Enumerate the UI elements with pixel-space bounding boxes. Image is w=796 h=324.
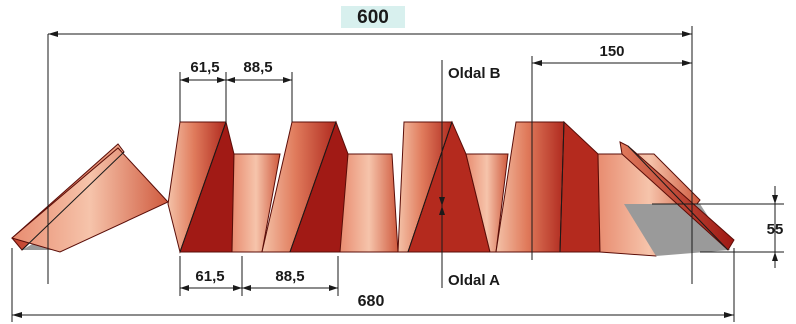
dim-150-label: 150: [599, 43, 624, 60]
dim-55-label: 55: [767, 221, 784, 238]
dim-150: 150: [531, 43, 692, 260]
dim-top-61-5: 61,5: [190, 59, 219, 76]
right-lip: [619, 141, 735, 251]
dim-680-label: 680: [358, 293, 385, 310]
side-indicator: Oldal B Oldal A: [439, 60, 501, 289]
dim-600: 600: [47, 7, 693, 284]
dim-bottom-61-5: 61,5: [195, 268, 224, 285]
dim-680: 680: [11, 248, 735, 322]
valley-1: [10, 147, 169, 253]
dim-bottom-flanges: 61,5 88,5: [179, 256, 339, 296]
sheet-profile: [10, 120, 735, 257]
ridge-4-right: [559, 120, 601, 253]
dim-bottom-88-5: 88,5: [275, 268, 304, 285]
dim-top-88-5: 88,5: [243, 59, 272, 76]
valley-2: [231, 153, 281, 253]
side-b-label: Oldal B: [448, 65, 501, 82]
side-a-label: Oldal A: [448, 272, 500, 289]
ridge-4-left: [495, 121, 565, 253]
title-highlight: [341, 6, 405, 28]
valley-3: [339, 153, 399, 253]
dim-top-flanges: 61,5 88,5: [179, 59, 293, 122]
dim-600-label: 600: [357, 7, 389, 28]
dim-55: 55: [652, 186, 784, 268]
